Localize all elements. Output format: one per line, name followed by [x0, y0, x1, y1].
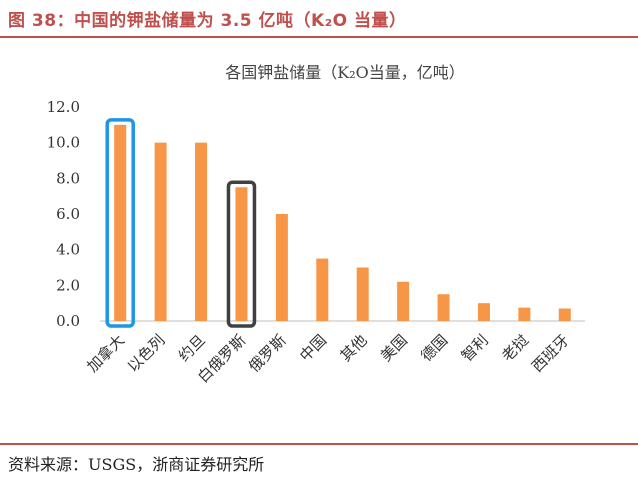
bar-7	[356, 267, 369, 321]
y-tick-label: 8.0	[56, 169, 80, 187]
highlight-box	[105, 118, 135, 328]
bar-6	[316, 258, 329, 321]
x-tick-label: 其他	[337, 331, 371, 365]
bar-1	[114, 124, 127, 321]
y-axis-ticks: 0.0 2.0 4.0 6.0 8.0 10.0 12.0	[47, 98, 80, 330]
x-tick-label: 智利	[458, 331, 492, 365]
bars	[114, 124, 571, 321]
x-tick-label: 加拿大	[83, 331, 128, 376]
y-tick-label: 12.0	[47, 98, 80, 116]
source-rule	[0, 443, 638, 445]
bar-2	[154, 142, 167, 321]
y-tick-label: 0.0	[56, 312, 80, 330]
x-tick-label: 俄罗斯	[245, 331, 290, 376]
bar-3	[195, 142, 208, 321]
bar-11	[518, 307, 531, 321]
highlight-box	[226, 180, 257, 328]
bar-12	[558, 308, 571, 321]
bar-chart: 各国钾盐储量（K₂O当量，亿吨） 0.0 2.0 4.0 6.0 8.0 10.0 12.0…	[47, 63, 585, 386]
title-rule	[0, 36, 638, 38]
bar-10	[477, 303, 490, 321]
x-tick-label: 美国	[377, 331, 411, 365]
y-tick-label: 10.0	[47, 134, 80, 152]
bar-4	[235, 187, 248, 321]
x-tick-label: 约旦	[175, 331, 209, 365]
x-tick-label: 中国	[296, 331, 330, 365]
highlight-boxes	[105, 118, 257, 328]
x-tick-label: 德国	[417, 331, 451, 365]
chart-title: 各国钾盐储量（K₂O当量，亿吨）	[225, 63, 465, 82]
figure-title: 图 38：中国的钾盐储量为 3.5 亿吨（K₂O 当量）	[8, 11, 407, 31]
y-tick-label: 2.0	[56, 276, 80, 294]
source-note: 资料来源：USGS，浙商证券研究所	[8, 455, 265, 474]
bar-8	[397, 281, 410, 321]
x-tick-label: 西班牙	[528, 331, 573, 376]
y-tick-label: 6.0	[56, 205, 80, 223]
x-tick-label: 以色列	[124, 331, 169, 376]
x-tick-label: 老挝	[498, 331, 532, 365]
y-tick-label: 4.0	[56, 241, 80, 259]
bar-9	[437, 294, 450, 321]
bar-5	[275, 214, 288, 321]
